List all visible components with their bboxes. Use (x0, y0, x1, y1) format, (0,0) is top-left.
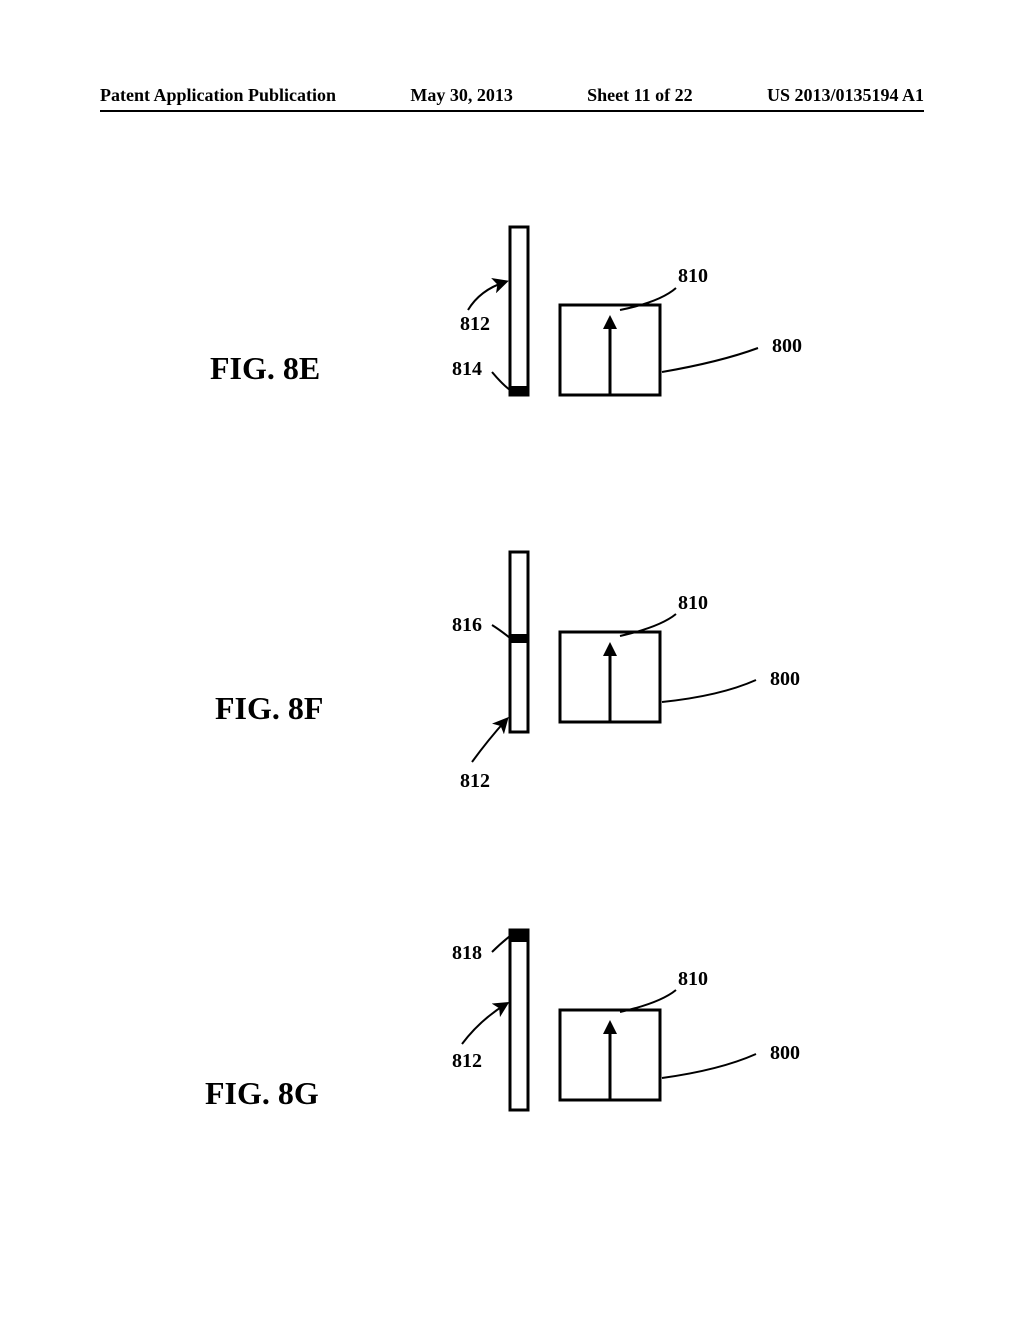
ref-8E-810: 810 (678, 265, 708, 288)
ref-8E-812: 812 (460, 313, 490, 336)
ref-8G-818: 818 (452, 942, 482, 965)
ref-8G-812: 812 (452, 1050, 482, 1073)
figure-label-8F: FIG. 8F (215, 690, 323, 727)
ref-8E-800: 800 (772, 335, 802, 358)
ref-8F-816: 816 (452, 614, 482, 637)
figure-label-8G: FIG. 8G (205, 1075, 319, 1112)
ref-8F-812: 812 (460, 770, 490, 793)
ref-8F-800: 800 (770, 668, 800, 691)
figure-label-8E: FIG. 8E (210, 350, 320, 387)
ref-8E-814: 814 (452, 358, 482, 381)
diagram-canvas (0, 0, 1024, 1320)
ref-8G-810: 810 (678, 968, 708, 991)
ref-8G-800: 800 (770, 1042, 800, 1065)
ref-8F-810: 810 (678, 592, 708, 615)
